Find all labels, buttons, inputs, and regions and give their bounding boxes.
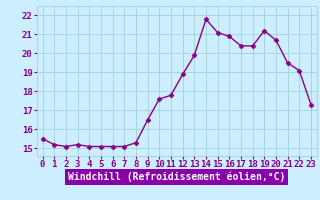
X-axis label: Windchill (Refroidissement éolien,°C): Windchill (Refroidissement éolien,°C) <box>68 172 285 182</box>
